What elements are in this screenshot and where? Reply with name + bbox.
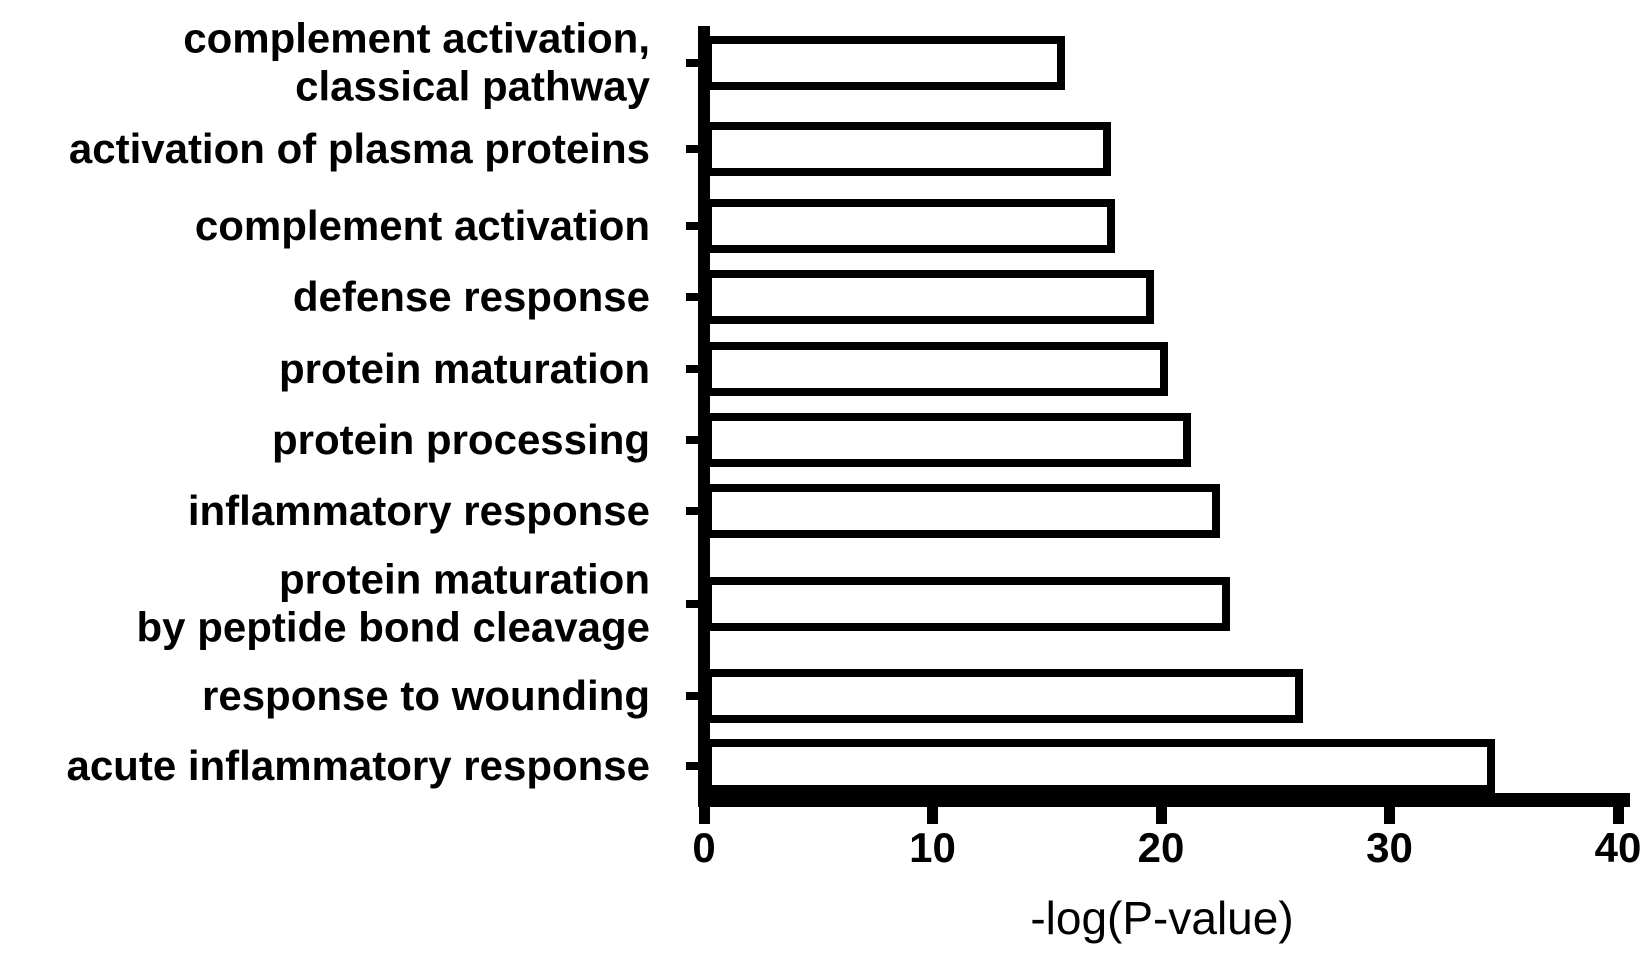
x-tick	[927, 807, 938, 824]
category-label: protein maturation	[278, 344, 650, 392]
x-tick-label: 30	[1366, 824, 1413, 871]
category-label: protein maturation by peptide bond cleav…	[136, 555, 650, 651]
x-tick-label: 10	[909, 824, 956, 871]
x-axis-line	[698, 793, 1630, 807]
category-label: defense response	[292, 272, 650, 320]
bar	[704, 669, 1303, 723]
bar	[704, 577, 1230, 631]
category-label: acute inflammatory response	[66, 741, 650, 789]
bar	[704, 36, 1065, 90]
y-tick	[686, 222, 704, 230]
y-tick	[686, 436, 704, 444]
y-tick	[686, 293, 704, 301]
y-tick	[686, 365, 704, 373]
bar	[704, 413, 1191, 467]
y-tick	[686, 507, 704, 515]
category-label: activation of plasma proteins	[68, 124, 650, 172]
x-tick-label: 0	[692, 824, 716, 871]
y-tick	[686, 762, 704, 770]
y-tick	[686, 59, 704, 67]
x-axis-title: -log(P-value)	[1030, 892, 1294, 944]
y-tick	[686, 600, 704, 608]
bar	[704, 484, 1220, 538]
category-label: complement activation	[194, 201, 650, 249]
bar	[704, 270, 1154, 324]
y-tick	[686, 692, 704, 700]
bar	[704, 199, 1115, 253]
x-tick-label: 20	[1137, 824, 1185, 871]
x-tick	[1155, 807, 1167, 824]
category-label: response to wounding	[202, 671, 650, 719]
x-tick	[1384, 807, 1395, 824]
y-tick	[686, 145, 704, 153]
category-label: inflammatory response	[187, 486, 650, 534]
bar	[704, 739, 1495, 793]
category-label: protein processing	[271, 415, 650, 463]
category-label: complement activation, classical pathway	[183, 14, 650, 110]
bar	[704, 342, 1168, 396]
x-tick	[1612, 807, 1624, 824]
bar	[704, 122, 1111, 176]
x-tick	[698, 807, 710, 824]
x-tick-label: 40	[1594, 824, 1642, 871]
